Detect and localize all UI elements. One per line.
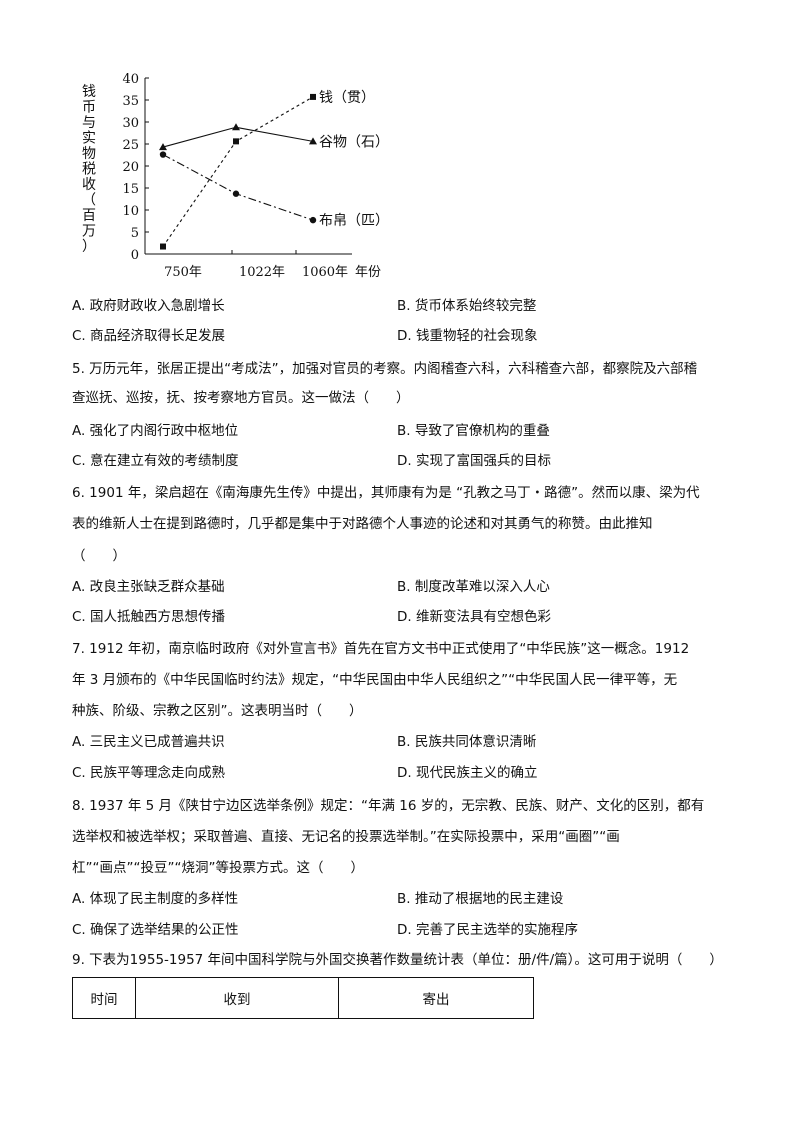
- q6-stem: 6. 1901 年，梁启超在《南海康先生传》中提出，其师康有为是 “孔教之马丁・…: [72, 485, 700, 501]
- data-point-square: [160, 243, 166, 250]
- series-label: 钱（贯）: [319, 90, 375, 106]
- table-header-received: 收到: [135, 977, 339, 1019]
- x-tick-label: 1022年: [239, 265, 285, 280]
- q7-option-d[interactable]: D. 现代民族主义的确立: [397, 765, 538, 781]
- y-tick-label: 40: [122, 72, 139, 87]
- tax-line-chart: 钱币与实物税收（百万） 0 5 10 15 20 25 30 35 40 750年 1022年 106…: [82, 72, 389, 280]
- y-tick-label: 30: [122, 116, 139, 131]
- q6-stem: （ ）: [72, 548, 126, 564]
- q5-stem: 查巡抚、巡按，抚、按考察地方官员。这一做法（ ）: [72, 390, 410, 406]
- q7-option-a[interactable]: A. 三民主义已成普遍共识: [72, 734, 225, 750]
- series-label: 布帛（匹）: [319, 212, 389, 229]
- q4-option-d[interactable]: D. 钱重物轻的社会现象: [397, 328, 538, 344]
- data-point-triangle: [232, 123, 240, 131]
- series-line: [162, 154, 314, 221]
- q4-option-b[interactable]: B. 货币体系始终较完整: [397, 298, 537, 314]
- y-tick-label: 25: [122, 138, 139, 153]
- y-tick-label: 35: [122, 94, 139, 109]
- q8-stem: 杠”“画点”“投豆”“烧洞”等投票方式。这（ ）: [72, 860, 364, 876]
- q4-option-c[interactable]: C. 商品经济取得长足发展: [72, 328, 226, 344]
- data-point-triangle: [159, 143, 167, 151]
- series-line: [162, 96, 314, 247]
- q6-stem: 表的维新人士在提到路德时，几乎都是集中于对路德个人事迹的论述和对其勇气的称赞。由…: [72, 516, 653, 532]
- table-header-row: 时间 收到 寄出: [72, 977, 534, 1019]
- y-tick-label: 5: [131, 226, 139, 241]
- q8-stem: 8. 1937 年 5 月《陕甘宁边区选举条例》规定：“年满 16 岁的，无宗教…: [72, 798, 705, 814]
- y-tick-label: 15: [122, 182, 139, 197]
- q5-option-c[interactable]: C. 意在建立有效的考绩制度: [72, 453, 239, 469]
- y-tick-label: 0: [131, 248, 139, 263]
- q6-option-b[interactable]: B. 制度改革难以深入人心: [397, 579, 550, 595]
- data-point-circle: [232, 190, 240, 197]
- x-tick-label: 1060年: [302, 265, 348, 280]
- q6-option-c[interactable]: C. 国人抵触西方思想传播: [72, 609, 226, 625]
- q7-stem: 年 3 月颁布的《中华民国临时约法》规定，“中华民国由中华人民组织之”“中华民国…: [72, 672, 678, 688]
- y-axis-label: 钱币与实物税收（百万）: [82, 84, 96, 255]
- q7-stem: 7. 1912 年初，南京临时政府《对外宣言书》首先在官方文书中正式使用了“中华…: [72, 641, 690, 657]
- q4-option-a[interactable]: A. 政府财政收入急剧增长: [72, 298, 225, 314]
- q8-stem: 选举权和被选举权；采取普遍、直接、无记名的投票选举制。”在实际投票中，采用“画圈…: [72, 829, 620, 845]
- q6-option-d[interactable]: D. 维新变法具有空想色彩: [397, 609, 551, 625]
- q5-stem: 5. 万历元年，张居正提出“考成法”，加强对官员的考察。内阁稽查六科，六科稽查六…: [72, 361, 698, 377]
- table-header-sent: 寄出: [338, 977, 534, 1019]
- q7-option-b[interactable]: B. 民族共同体意识清晰: [397, 734, 537, 750]
- data-point-triangle: [309, 137, 317, 145]
- data-point-square: [310, 93, 316, 100]
- q8-option-c[interactable]: C. 确保了选举结果的公正性: [72, 922, 239, 938]
- q9-table: 时间 收到 寄出: [72, 977, 534, 1019]
- q9-stem: 9. 下表为1955-1957 年间中国科学院与外国交换著作数量统计表（单位：册…: [72, 952, 723, 968]
- q8-option-a[interactable]: A. 体现了民主制度的多样性: [72, 891, 239, 907]
- series-label: 谷物（石）: [319, 134, 389, 150]
- data-point-square: [233, 138, 239, 145]
- q6-option-a[interactable]: A. 改良主张缺乏群众基础: [72, 579, 225, 595]
- q8-option-d[interactable]: D. 完善了民主选举的实施程序: [397, 922, 578, 938]
- data-point-circle: [159, 151, 167, 158]
- q7-stem: 种族、阶级、宗教之区别”。这表明当时（ ）: [72, 703, 363, 719]
- q8-option-b[interactable]: B. 推动了根据地的民主建设: [397, 891, 564, 907]
- q5-option-d[interactable]: D. 实现了富国强兵的目标: [397, 453, 551, 469]
- table-header-time: 时间: [72, 977, 136, 1019]
- q5-option-a[interactable]: A. 强化了内阁行政中枢地位: [72, 423, 239, 439]
- data-point-circle: [309, 216, 317, 224]
- y-tick-label: 20: [122, 160, 139, 175]
- q5-option-b[interactable]: B. 导致了官僚机构的重叠: [397, 423, 550, 439]
- y-tick-label: 10: [122, 204, 139, 219]
- q7-option-c[interactable]: C. 民族平等理念走向成熟: [72, 765, 226, 781]
- x-tick-label: 750年: [164, 265, 202, 280]
- x-axis-label: 年份: [355, 265, 381, 280]
